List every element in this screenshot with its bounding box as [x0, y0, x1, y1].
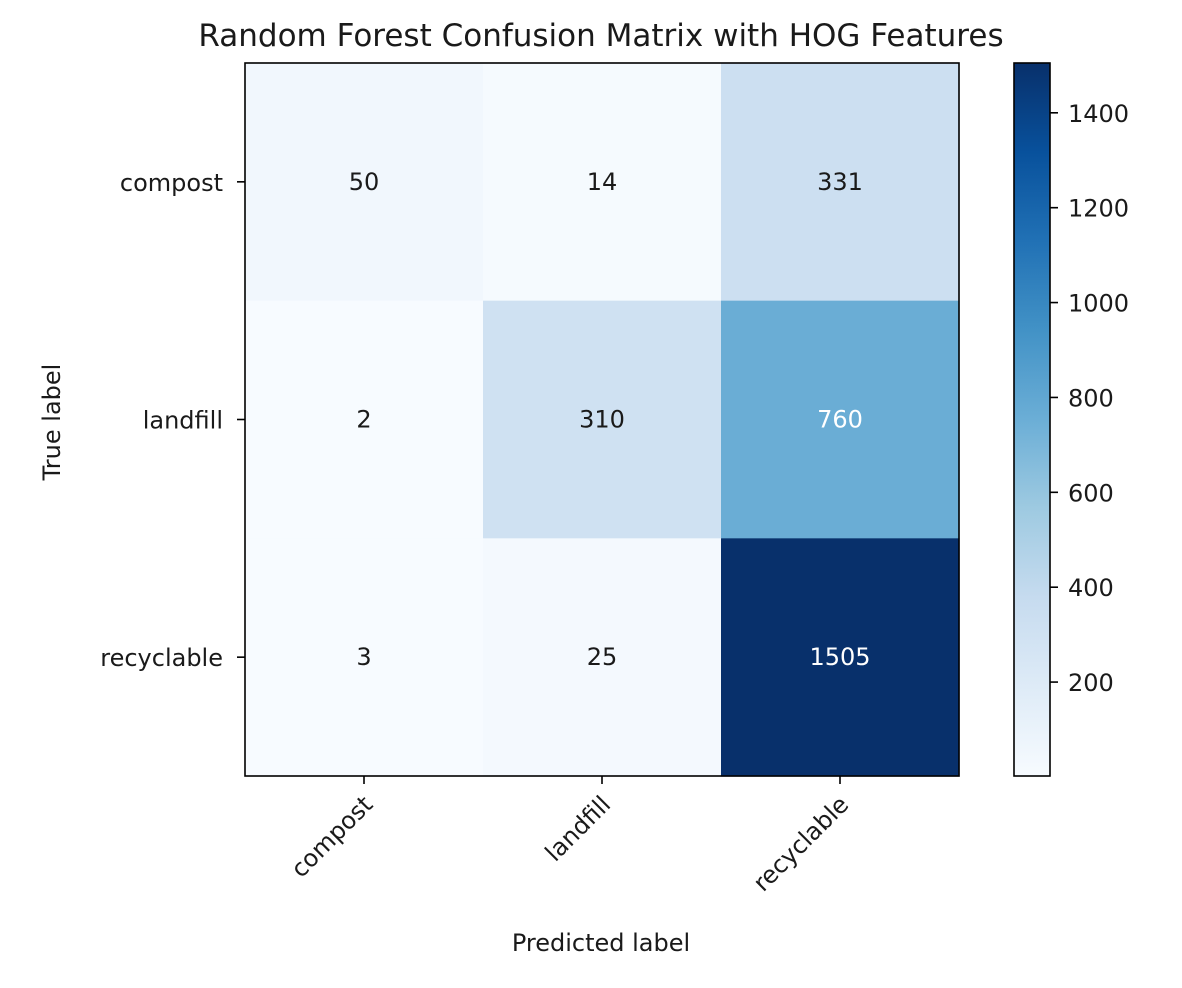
heatmap-cell: [721, 63, 960, 302]
x-tick-label: recyclable: [748, 790, 855, 897]
heatmap-cell: [483, 63, 722, 302]
colorbar-tick-label: 800: [1068, 384, 1114, 412]
cell-value-label: 310: [579, 406, 625, 434]
x-axis-label: Predicted label: [512, 929, 690, 957]
colorbar: [1013, 62, 1051, 777]
cell-value-label: 25: [587, 643, 618, 671]
y-tick-label: compost: [120, 169, 223, 197]
cell-value-label: 760: [817, 406, 863, 434]
colorbar-tick-label: 200: [1068, 669, 1114, 697]
cell-value-label: 2: [356, 406, 371, 434]
cell-value-label: 1505: [809, 643, 870, 671]
cell-value-label: 50: [349, 168, 380, 196]
y-tick-label: landfill: [143, 407, 223, 435]
cell-value-label: 3: [356, 643, 371, 671]
colorbar-tick-label: 400: [1068, 574, 1114, 602]
heatmap-cell: [483, 300, 722, 539]
heatmap-cell: [245, 63, 484, 302]
x-axis: compost landfill recyclable: [286, 776, 855, 897]
colorbar-axis: 200 400 600 800 1000 1200 1400: [1050, 100, 1129, 697]
y-axis: compost landfill recyclable: [100, 169, 245, 672]
heatmap-cell: [483, 538, 722, 777]
colorbar-tick-label: 1400: [1068, 100, 1129, 128]
colorbar-tick-label: 1200: [1068, 195, 1129, 223]
colorbar-tick-label: 1000: [1068, 290, 1129, 318]
chart-title: Random Forest Confusion Matrix with HOG …: [198, 18, 1003, 54]
heatmap-cells: 50 14 331 2 310 760 3 25 1505: [245, 63, 960, 777]
x-tick-label: compost: [286, 790, 379, 883]
cell-value-label: 14: [587, 168, 618, 196]
cell-value-label: 331: [817, 168, 863, 196]
heatmap-cell: [721, 300, 960, 539]
y-axis-label: True label: [38, 364, 66, 482]
heatmap-cell: [245, 538, 484, 777]
y-tick-label: recyclable: [100, 644, 223, 672]
heatmap-cell: [245, 300, 484, 539]
x-tick-label: landfill: [540, 790, 617, 867]
heatmap-cell: [721, 538, 960, 777]
colorbar-tick-label: 600: [1068, 479, 1114, 507]
